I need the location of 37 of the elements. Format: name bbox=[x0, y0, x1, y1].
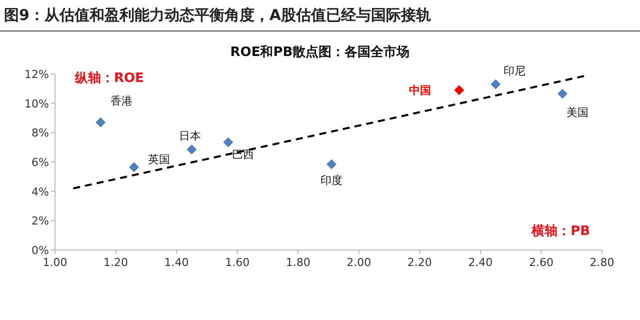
y-tick-label: 2% bbox=[32, 214, 49, 228]
y-tick-label: 0% bbox=[32, 244, 49, 257]
x-tick-label: 2.80 bbox=[590, 256, 614, 269]
x-tick-label: 2.60 bbox=[528, 256, 554, 269]
y-tick-label: 6% bbox=[32, 156, 49, 169]
x-tick-label: 2.20 bbox=[407, 256, 432, 269]
x-tick-label: 1.40 bbox=[164, 256, 189, 269]
annotation: 印尼 bbox=[504, 64, 526, 78]
annotation: 巴西 bbox=[232, 148, 254, 162]
y-tick-label: 8% bbox=[32, 126, 49, 140]
point bbox=[490, 79, 501, 90]
x-tick-label: 1.80 bbox=[286, 256, 310, 269]
y-axis-title: 纵轴：ROE bbox=[74, 71, 144, 86]
y-tick-label: 4% bbox=[32, 185, 49, 198]
chart-subtitle: ROE和PB散点图：各国全市场 bbox=[230, 44, 410, 60]
annotation: 印度 bbox=[320, 174, 343, 188]
x-tick-label: 2.00 bbox=[346, 256, 372, 269]
x-tick-label: 2.40 bbox=[468, 256, 493, 269]
annotation: 英国 bbox=[148, 153, 170, 166]
point bbox=[223, 137, 234, 148]
x-tick-label: 1.20 bbox=[104, 256, 128, 269]
x-tick-label: 1.60 bbox=[225, 256, 250, 269]
point bbox=[557, 88, 568, 99]
x-tick-label: 1.00 bbox=[42, 256, 68, 269]
annotation: 日本 bbox=[178, 130, 201, 143]
point bbox=[326, 159, 337, 170]
point bbox=[96, 117, 106, 128]
chart-title: 图9：从估值和盈利能力动态平衡角度，A股估值已经与国际接轨 bbox=[4, 6, 432, 24]
y-tick-label: 10% bbox=[24, 97, 49, 110]
annotation: 香港 bbox=[110, 94, 133, 108]
point bbox=[129, 162, 140, 172]
point bbox=[454, 85, 464, 96]
x-axis-title: 横轴：PB bbox=[530, 224, 590, 239]
annotation: 美国 bbox=[566, 106, 588, 119]
point bbox=[186, 144, 197, 155]
annotation: 中国 bbox=[409, 84, 432, 98]
y-tick-label: 12% bbox=[24, 68, 49, 81]
